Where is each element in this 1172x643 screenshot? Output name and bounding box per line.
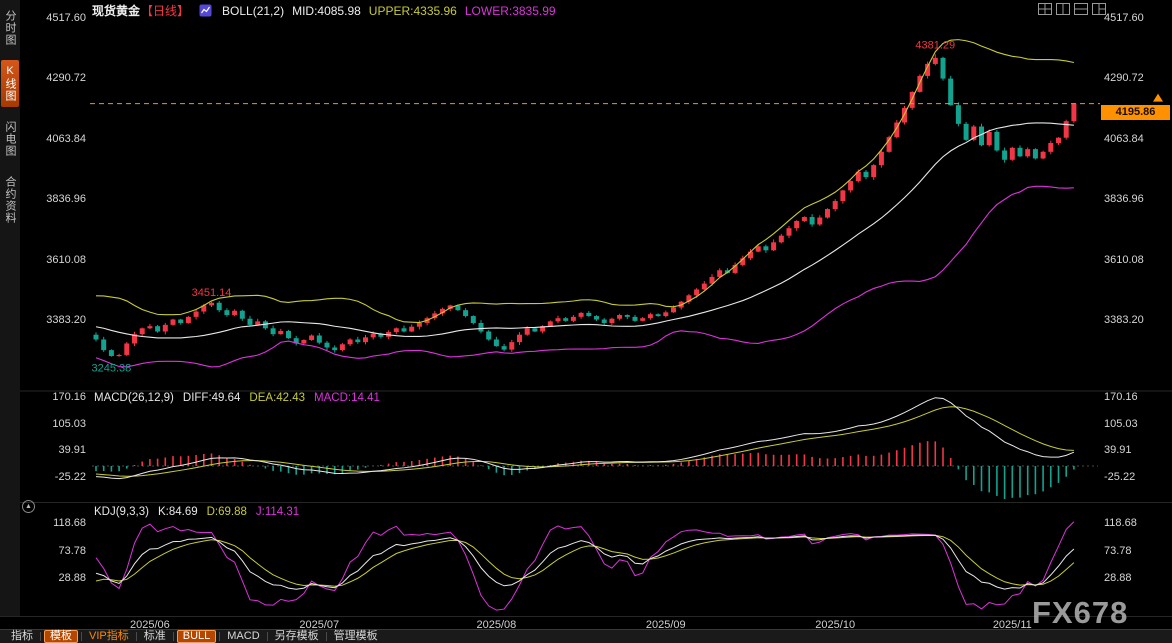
y-axis-label: 73.78 [1104,544,1132,557]
y-axis-label: 3836.96 [46,193,86,206]
macd-diff-value: DIFF:49.64 [182,392,241,404]
y-axis-label: 4517.60 [1104,12,1144,24]
symbol-name: 现货黄金 [92,4,141,18]
macd-macd-value: MACD:14.41 [314,392,380,404]
y-axis-label: 4063.84 [46,132,86,145]
last-price-tag: 4195.86 [1101,104,1170,120]
sidebar-item-time-chart[interactable]: 分时图 [4,10,16,46]
chart-header: 现货黄金 【日线】 BOLL(21,2) MID:4085.98 UPPER:4… [92,2,556,19]
fx678-watermark: FX678 [1032,595,1129,630]
toolbar-item-manage-templates[interactable]: 管理模板 [333,630,378,642]
toolbar-separator [172,632,174,641]
y-axis-label: 3383.20 [46,314,86,326]
sidebar-item-contract-info[interactable]: 合约资料 [4,176,16,224]
x-axis-label: 2025/06 [130,619,170,631]
toolbar-item-standard-template[interactable]: 标准 [143,630,166,642]
price-annotation: 3245.38 [92,363,132,375]
layout-quad-icon[interactable] [1038,3,1052,15]
y-axis-label: 4290.72 [46,72,86,85]
toolbar-separator [135,632,137,641]
y-axis-label: 4063.84 [1104,132,1144,145]
kdj-header: KDJ(9,3,3) K:84.69 D:69.88 J:114.31 [94,506,299,518]
toolbar-separator [81,632,82,641]
layout-horizontal-split-icon[interactable] [1074,3,1088,15]
y-axis-label: 105.03 [52,417,86,430]
y-axis-label: 4290.72 [1104,72,1144,85]
x-axis-label: 2025/10 [815,619,856,631]
y-axis-label: 118.68 [1104,517,1137,529]
sidebar: 分时图 K线图闪电图合约资料 [0,0,20,616]
mini-chart-icon[interactable] [199,4,212,17]
y-axis-label: 39.91 [1104,444,1132,457]
toolbar-item-macd-template[interactable]: MACD [227,630,260,642]
price-annotation: 3451.14 [192,287,232,299]
y-axis-label: 73.78 [58,544,86,557]
y-axis-label: 170.16 [1104,391,1138,403]
layout-vertical-split-icon[interactable] [1056,3,1070,15]
sidebar-item-tick-chart[interactable]: 闪电图 [4,121,16,157]
y-axis-label: 105.03 [1104,417,1138,430]
y-axis-label: -25.22 [54,471,86,483]
boll-params: BOLL(21,2) [222,3,285,18]
y-axis-label: 28.88 [1104,572,1132,584]
toolbar-item-save-template[interactable]: 另存模板 [274,630,319,642]
x-axis-label: 2025/11 [992,619,1032,631]
kdj-d-value: D:69.88 [206,506,247,518]
macd-dea-value: DEA:42.43 [249,392,306,404]
toolbar-separator [219,632,221,641]
toolbar-item-bull-template[interactable]: BULL [176,630,217,643]
x-axis-label: 2025/07 [299,619,340,631]
boll-lower-value: LOWER:3835.99 [464,3,556,18]
y-axis-label: 3836.96 [1104,193,1144,206]
y-axis-label: 118.68 [53,517,86,529]
bottom-toolbar: 指标 模板 VIP指标 标准 BULL MACD 另存模板 管理模板 [0,629,1172,643]
y-axis-label: 3383.20 [1104,314,1144,326]
y-axis-label: 3610.08 [46,253,86,266]
y-axis-label: 39.91 [58,444,86,457]
period-label: 【日线】 [141,4,190,18]
toolbar-item-indicators[interactable]: 指标 [11,630,33,642]
toolbar-separator [266,632,268,641]
y-axis-label: 28.88 [58,572,86,584]
kdj-j-value: J:114.31 [255,506,300,518]
x-axis: 日线 ▲ 2025/062025/072025/082025/092025/10… [0,617,1172,631]
layout-icons [1038,3,1106,15]
boll-mid-value: MID:4085.98 [292,3,361,18]
y-axis-label: 4517.60 [46,12,86,24]
y-axis-label: 170.16 [52,391,86,403]
toolbar-separator [40,632,41,641]
layout-three-pane-icon[interactable] [1092,3,1106,15]
cycle-arrow-icon: ▲ [25,503,32,510]
x-axis-label: 2025/08 [476,619,517,631]
x-axis-label: 2025/09 [645,619,686,631]
indicator-cycle-icon[interactable]: ▲ [22,500,35,513]
toolbar-separator [325,632,327,641]
kdj-params: KDJ(9,3,3) [94,506,149,518]
sidebar-item-kline-chart[interactable]: K线图 [1,60,19,107]
toolbar-item-templates[interactable]: 模板 [44,630,78,643]
y-axis-label: -25.22 [1104,471,1136,483]
y-axis-label: 3610.08 [1104,253,1144,266]
macd-params: MACD(26,12,9) [94,392,174,404]
kdj-k-value: K:84.69 [157,506,198,518]
price-annotation: 4381.29 [915,39,955,51]
macd-header: MACD(26,12,9) DIFF:49.64 DEA:42.43 MACD:… [94,392,380,404]
toolbar-item-vip-indicators[interactable]: VIP指标 [89,630,129,642]
boll-upper-value: UPPER:4335.96 [368,3,457,18]
